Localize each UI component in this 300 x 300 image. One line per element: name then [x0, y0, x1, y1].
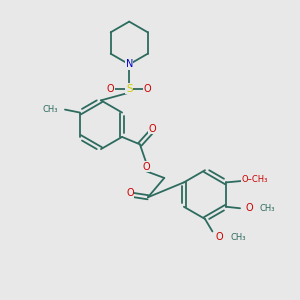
Text: O: O: [245, 203, 253, 213]
Text: S: S: [126, 84, 133, 94]
Text: N: N: [125, 59, 133, 69]
Text: O: O: [126, 188, 134, 198]
Text: O–CH₃: O–CH₃: [242, 175, 268, 184]
Text: O: O: [142, 162, 150, 172]
Text: CH₃: CH₃: [260, 204, 275, 213]
Text: O: O: [144, 84, 152, 94]
Text: CH₃: CH₃: [42, 105, 58, 114]
Text: O: O: [149, 124, 157, 134]
Text: O: O: [215, 232, 223, 242]
Text: CH₃: CH₃: [230, 233, 246, 242]
Text: O: O: [107, 84, 115, 94]
